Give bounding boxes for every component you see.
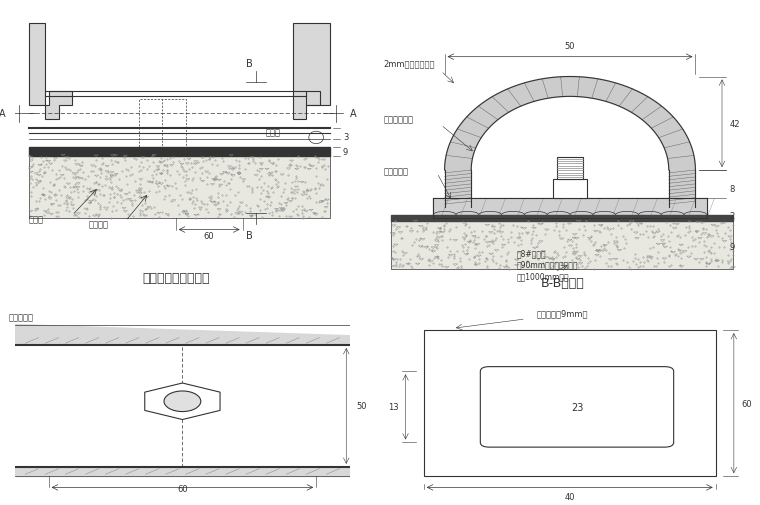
Text: B: B — [246, 59, 252, 69]
FancyBboxPatch shape — [480, 367, 673, 447]
Bar — [424, 330, 716, 476]
Text: A: A — [0, 109, 5, 119]
Text: 50: 50 — [356, 401, 367, 411]
Text: 40: 40 — [565, 492, 575, 501]
Text: 60: 60 — [177, 484, 188, 493]
Polygon shape — [669, 171, 695, 208]
Text: 23: 23 — [571, 402, 583, 412]
Text: 9: 9 — [343, 148, 348, 157]
Text: B-B剖面图: B-B剖面图 — [540, 277, 584, 289]
Polygon shape — [445, 77, 695, 171]
Text: 铝合金底矿架: 铝合金底矿架 — [384, 116, 413, 125]
Text: A: A — [350, 109, 356, 119]
Text: B: B — [246, 230, 252, 240]
Text: 泄水孔: 泄水孔 — [266, 128, 281, 137]
Text: 60: 60 — [741, 399, 752, 408]
Text: 土8#管螺栓
长90mm打入型腔边缘内
中距1000mm左右: 土8#管螺栓 长90mm打入型腔边缘内 中距1000mm左右 — [517, 248, 578, 281]
Text: 铝合金底板: 铝合金底板 — [8, 312, 33, 321]
Text: 2mm厚铝合金底板: 2mm厚铝合金底板 — [384, 59, 435, 68]
Text: 8: 8 — [730, 185, 735, 193]
Text: 42: 42 — [730, 120, 740, 128]
Polygon shape — [15, 467, 350, 476]
Text: 50: 50 — [565, 42, 575, 51]
Polygon shape — [391, 216, 733, 222]
Text: 3: 3 — [343, 132, 348, 141]
Polygon shape — [29, 148, 330, 157]
Bar — [556, 158, 584, 179]
Text: 60: 60 — [204, 232, 214, 240]
Text: 铝合金塑块: 铝合金塑块 — [384, 167, 409, 176]
Bar — [391, 222, 733, 270]
Text: 铝塑块: 铝塑块 — [29, 215, 43, 224]
Bar — [29, 157, 330, 219]
Circle shape — [164, 391, 201, 412]
Text: 9: 9 — [730, 242, 735, 251]
Polygon shape — [144, 383, 220, 420]
Polygon shape — [293, 24, 330, 120]
Polygon shape — [29, 24, 72, 120]
Bar — [553, 179, 587, 199]
Text: 铝合金道牙侧立面图: 铝合金道牙侧立面图 — [142, 272, 210, 285]
Text: 13: 13 — [388, 402, 398, 412]
Text: 铝合金塑块9mm厚: 铝合金塑块9mm厚 — [537, 309, 588, 318]
Text: 泡管螺栓: 泡管螺栓 — [89, 220, 109, 229]
Text: 2: 2 — [730, 212, 735, 220]
Polygon shape — [445, 171, 471, 208]
Polygon shape — [15, 325, 350, 345]
Polygon shape — [433, 199, 707, 219]
